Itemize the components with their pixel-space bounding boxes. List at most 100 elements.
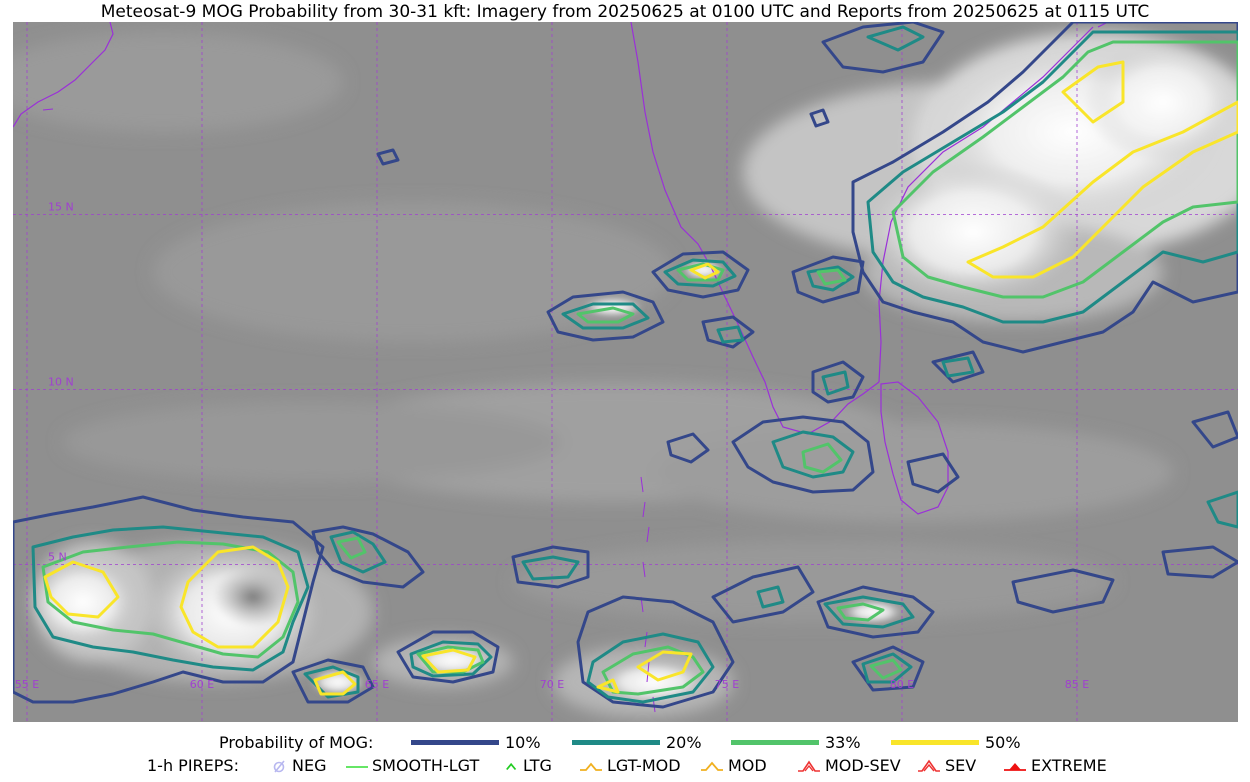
contour-50pct xyxy=(179,545,290,649)
contour-10pct xyxy=(711,565,815,624)
contour-33pct xyxy=(336,536,367,560)
pirep-mod-sev: MOD-SEV xyxy=(797,756,901,775)
contour-10pct xyxy=(576,595,735,709)
satellite-map: 55 E 60 E 65 E 70 E 75 E 80 E 85 E 5 N 10 N 15 N xyxy=(13,22,1238,722)
contour-33pct xyxy=(416,645,485,674)
contour-20pct xyxy=(31,525,310,672)
contour-33pct xyxy=(891,40,1238,299)
grid-labels: 55 E 60 E 65 E 70 E 75 E 80 E 85 E 5 N 10 N 15 N xyxy=(15,201,1089,692)
contour-50pct xyxy=(43,560,120,619)
contour-33pct xyxy=(816,268,847,286)
caret-icon xyxy=(506,762,517,770)
pirep-lgt-mod: LGT-MOD xyxy=(579,756,681,775)
contour-20pct xyxy=(716,325,745,344)
contour-50pct xyxy=(966,100,1238,279)
contour-50pct xyxy=(596,678,620,694)
contour-33pct xyxy=(576,306,635,324)
pirep-neg: NEG xyxy=(272,756,326,775)
legend-level-50: 50% xyxy=(891,733,1021,752)
contour-10pct xyxy=(816,585,935,639)
pirep-legend-label: 1-h PIREPS: xyxy=(147,756,239,775)
contour-33pct xyxy=(41,540,300,659)
pirep-extreme: EXTREME xyxy=(1003,756,1107,775)
longitude-label: 75 E xyxy=(715,678,739,691)
contour-33pct xyxy=(676,262,725,282)
latitude-label: 15 N xyxy=(48,201,74,214)
legend-level-20: 20% xyxy=(572,733,702,752)
contour-10pct xyxy=(1011,568,1115,614)
contour-10pct xyxy=(651,250,750,299)
contour-10pct xyxy=(511,545,590,589)
pirep-sev: SEV xyxy=(917,756,976,775)
legend-swatch xyxy=(572,740,660,745)
contour-20pct xyxy=(663,258,737,288)
contour-20pct xyxy=(561,302,650,330)
contour-20pct xyxy=(756,585,785,609)
contour-20pct xyxy=(771,430,855,479)
contour-20pct xyxy=(823,595,915,629)
longitude-label: 70 E xyxy=(540,678,564,691)
contour-10pct xyxy=(666,432,710,464)
mog-probability-contours xyxy=(13,22,1238,709)
contour-20pct xyxy=(521,555,580,581)
probability-legend: Probability of MOG: 10% 20% 33% 50% xyxy=(0,733,1250,755)
contour-10pct xyxy=(546,290,665,342)
contour-50pct xyxy=(421,648,477,674)
lgt-mod-icon xyxy=(580,762,602,771)
contour-10pct xyxy=(809,108,830,128)
map-canvas: 55 E 60 E 65 E 70 E 75 E 80 E 85 E 5 N 10 N 15 N xyxy=(13,22,1238,722)
contour-50pct xyxy=(689,262,720,280)
contour-20pct xyxy=(329,530,387,574)
contour-10pct xyxy=(1191,410,1238,449)
longitude-label: 80 E xyxy=(890,678,914,691)
contour-10pct xyxy=(906,452,960,494)
contour-10pct xyxy=(291,658,375,704)
contour-20pct xyxy=(861,652,913,684)
longitude-label: 55 E xyxy=(15,678,39,691)
contour-20pct xyxy=(586,632,715,704)
dash-icon xyxy=(346,765,368,768)
contour-10pct xyxy=(376,148,400,166)
legend-swatch xyxy=(891,740,979,745)
contour-20pct xyxy=(941,356,975,378)
neg-icon xyxy=(273,759,285,773)
pirep-ltg: LTG xyxy=(505,756,552,775)
latitude-label: 5 N xyxy=(48,551,67,564)
contour-50pct xyxy=(636,650,693,682)
chart-title: Meteosat-9 MOG Probability from 30-31 kf… xyxy=(100,2,1150,22)
contour-20pct xyxy=(866,30,1238,324)
contour-50pct xyxy=(1061,60,1125,124)
contour-10pct xyxy=(851,22,1238,354)
contour-20pct xyxy=(821,370,850,396)
contour-20pct xyxy=(1206,490,1238,529)
legend-swatch xyxy=(411,740,499,745)
contour-10pct xyxy=(731,415,875,494)
contour-10pct xyxy=(1161,545,1238,579)
contour-10pct xyxy=(13,495,325,704)
legend-swatch xyxy=(731,740,819,745)
longitude-label: 60 E xyxy=(190,678,214,691)
contour-10pct xyxy=(811,360,865,404)
contour-10pct xyxy=(791,255,865,304)
longitude-label: 85 E xyxy=(1065,678,1089,691)
pirep-mod: MOD xyxy=(700,756,767,775)
mod-sev-icon xyxy=(798,760,820,772)
mod-icon xyxy=(701,761,723,771)
legend-level-10: 10% xyxy=(411,733,541,752)
contour-20pct xyxy=(806,265,855,292)
contour-20pct xyxy=(866,25,925,52)
legend-level-33: 33% xyxy=(731,733,861,752)
contour-10pct xyxy=(851,645,925,692)
latitude-label: 10 N xyxy=(48,376,74,389)
contour-33pct xyxy=(801,442,843,474)
contour-50pct xyxy=(313,670,357,696)
sev-icon xyxy=(918,759,940,772)
contour-33pct xyxy=(836,602,885,622)
contour-10pct xyxy=(821,22,945,74)
longitude-label: 65 E xyxy=(365,678,389,691)
pirep-smooth-lgt: SMOOTH-LGT xyxy=(346,756,479,775)
contour-10pct xyxy=(311,525,425,589)
extreme-icon xyxy=(1004,762,1026,771)
contour-33pct xyxy=(869,658,903,680)
contour-20pct xyxy=(409,640,493,678)
